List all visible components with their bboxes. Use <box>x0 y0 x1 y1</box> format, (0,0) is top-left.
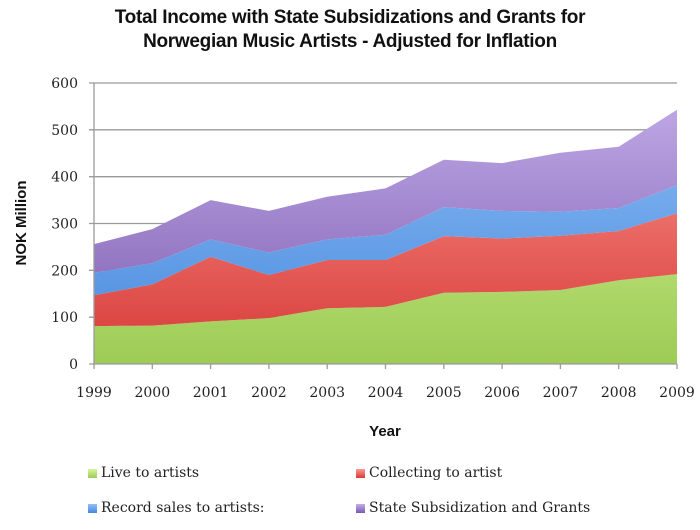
axes <box>89 83 678 369</box>
area-state-subsidization-and-grants <box>94 109 677 273</box>
x-tick-label: 2006 <box>484 385 520 401</box>
y-tick-label: 600 <box>51 76 78 92</box>
stacked-areas <box>94 109 677 364</box>
legend-swatch <box>356 503 365 513</box>
legend-label: Record sales to artists: <box>101 500 265 516</box>
x-tick-label: 2003 <box>309 385 345 401</box>
legend-item: Live to artists <box>88 465 199 481</box>
legend-label: Live to artists <box>101 465 200 481</box>
legend-item: Record sales to artists: <box>88 500 265 516</box>
area-collecting-to-artist <box>94 213 677 327</box>
legend-label: State Subsidization and Grants <box>369 500 591 516</box>
x-tick-label: 2002 <box>251 385 287 401</box>
area-record-sales-to-artists <box>94 185 677 296</box>
x-tick-label: 2007 <box>543 385 579 401</box>
y-tick-labels: 0 100 200 300 400 500 600 <box>51 76 78 373</box>
x-tick-label: 2005 <box>426 385 462 401</box>
y-tick-label: 300 <box>51 217 78 233</box>
x-tick-labels: 1999 2000 2001 2002 2003 2004 2005 2006 2007 2008… <box>76 385 695 401</box>
x-tick-label: 2001 <box>193 385 229 401</box>
legend-swatch <box>88 468 97 478</box>
x-tick-label: 1999 <box>76 385 112 401</box>
area-live-to-artists <box>94 274 677 364</box>
y-axis-title: NOK Million <box>13 181 30 266</box>
legend-swatch <box>356 468 365 478</box>
chart-title: Total Income with State Subsidizations a… <box>0 6 700 54</box>
legend-item: Collecting to artist <box>356 465 502 481</box>
legend-swatch <box>88 503 97 513</box>
y-tick-label: 100 <box>51 310 78 326</box>
chart-title-line-1: Total Income with State Subsidizations a… <box>114 7 586 28</box>
y-tick-label: 0 <box>69 357 78 373</box>
legend-item: State Subsidization and Grants <box>356 500 590 516</box>
y-tick-label: 500 <box>51 123 78 139</box>
y-tick-label: 200 <box>51 263 78 279</box>
legend-label: Collecting to artist <box>369 465 503 481</box>
x-tick-label: 2000 <box>134 385 170 401</box>
y-tick-label: 400 <box>51 170 78 186</box>
chart-title-line-2: Norwegian Music Artists - Adjusted for I… <box>143 31 557 52</box>
x-tick-label: 2009 <box>659 385 695 401</box>
x-tick-label: 2008 <box>601 385 637 401</box>
x-tick-label: 2004 <box>368 385 404 401</box>
x-axis-title: Year <box>369 423 401 440</box>
